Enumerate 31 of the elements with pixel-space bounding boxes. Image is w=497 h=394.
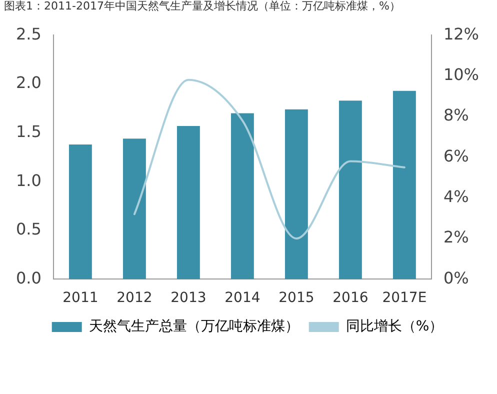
bar [68,144,92,280]
y-tick-label: 1.0 [16,170,42,190]
y-tick-label: 1.5 [16,122,42,141]
bar [284,109,308,280]
y-tick-label: 2.5 [16,24,42,44]
y-tick-label: 2.0 [16,73,42,92]
y2-tick-label: 8% [443,106,469,125]
line-series [133,78,406,240]
y2-tick-label: 2% [443,228,469,247]
legend-label: 同比增长（%） [346,318,444,335]
y2-tick-label: 0% [443,268,469,288]
bar [338,100,362,280]
x-tick-label: 2012 [116,290,152,306]
x-tick-label: 2015 [278,290,314,306]
x-tick-label: 2017E [382,290,427,306]
x-tick-label: 2013 [170,290,206,306]
y2-tick-label: 6% [443,146,469,166]
x-tick-label: 2014 [224,290,260,306]
y2-tick-label: 12% [443,24,479,44]
legend-label: 天然气生产总量（万亿吨标准煤） [88,318,299,335]
bar [392,90,416,280]
bar [230,113,254,280]
y2-tick-label: 10% [443,65,479,84]
chart-title: 图表1：2011-2017年中国天然气生产量及增长情况（单位：万亿吨标准煤，%） [4,0,400,12]
bar [176,126,200,280]
y-tick-label: 0.5 [16,220,42,239]
x-tick-label: 2016 [332,290,368,306]
bar [122,138,146,280]
y2-tick-label: 4% [443,187,469,206]
x-tick-label: 2011 [62,290,98,306]
y-tick-label: 0.0 [16,268,42,288]
